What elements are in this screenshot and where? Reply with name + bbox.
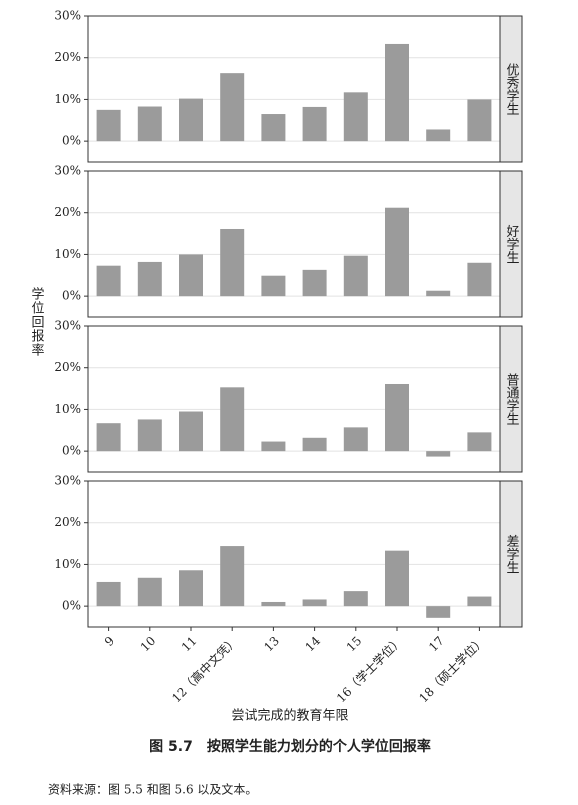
bar bbox=[426, 129, 451, 142]
bar bbox=[343, 427, 368, 452]
bar bbox=[343, 591, 368, 607]
bar bbox=[179, 570, 203, 607]
bar bbox=[302, 437, 327, 452]
bar bbox=[302, 599, 327, 607]
bar bbox=[96, 581, 121, 607]
facet-strip bbox=[499, 15, 523, 163]
bar bbox=[467, 596, 492, 607]
bar bbox=[385, 43, 409, 142]
bar bbox=[137, 106, 162, 142]
y-tick-label: 30% bbox=[54, 164, 81, 178]
y-tick-label: 0% bbox=[62, 289, 81, 303]
y-tick-label: 10% bbox=[54, 92, 81, 106]
bar bbox=[220, 73, 245, 142]
x-axis-label: 尝试完成的教育年限 bbox=[231, 708, 348, 724]
bar bbox=[220, 387, 245, 452]
bar bbox=[220, 228, 245, 297]
y-tick-label: 30% bbox=[54, 9, 81, 23]
x-tick-label: 14 bbox=[302, 633, 323, 654]
bar bbox=[385, 550, 409, 607]
bar bbox=[179, 98, 203, 142]
bar bbox=[467, 262, 492, 297]
bar bbox=[426, 606, 451, 618]
facet-strip bbox=[499, 170, 523, 318]
y-tick-label: 10% bbox=[54, 247, 81, 261]
y-tick-label: 20% bbox=[54, 360, 81, 374]
bar bbox=[426, 451, 451, 457]
bar bbox=[261, 601, 286, 607]
bar bbox=[343, 92, 368, 142]
y-tick-label: 20% bbox=[54, 515, 81, 529]
caption: 图 5.7 按照学生能力划分的个人学位回报率 bbox=[149, 738, 431, 755]
facet-label: 优秀学生 bbox=[504, 63, 520, 115]
bar bbox=[220, 546, 245, 607]
facet-strip bbox=[499, 480, 523, 628]
bar bbox=[261, 114, 286, 142]
bar bbox=[385, 207, 409, 297]
bar bbox=[302, 106, 327, 142]
y-tick-label: 0% bbox=[62, 444, 81, 458]
bar bbox=[467, 432, 492, 452]
facet-strip bbox=[499, 325, 523, 473]
bar bbox=[261, 441, 286, 452]
y-tick-label: 30% bbox=[54, 319, 81, 333]
bar bbox=[426, 290, 451, 297]
bar bbox=[96, 265, 121, 297]
facet-label: 好学生 bbox=[504, 225, 520, 264]
y-tick-label: 20% bbox=[54, 205, 81, 219]
bar bbox=[343, 255, 368, 297]
y-tick-label: 30% bbox=[54, 474, 81, 488]
bar bbox=[137, 419, 162, 452]
source: 资料来源：图 5.5 和图 5.6 以及文本。 bbox=[48, 782, 257, 797]
bar bbox=[467, 99, 492, 142]
bar bbox=[96, 109, 121, 142]
x-tick-label: 17 bbox=[426, 634, 447, 655]
x-tick-label: 13 bbox=[261, 634, 282, 655]
y-tick-label: 0% bbox=[62, 599, 81, 613]
facet-label: 普通学生 bbox=[504, 373, 520, 425]
x-tick-label: 15 bbox=[344, 634, 365, 655]
y-tick-label: 20% bbox=[54, 50, 81, 64]
y-tick-label: 10% bbox=[54, 557, 81, 571]
bar bbox=[137, 261, 162, 297]
bar bbox=[385, 383, 409, 452]
y-tick-label: 10% bbox=[54, 402, 81, 416]
bar bbox=[261, 275, 286, 297]
bar bbox=[302, 269, 327, 297]
bar bbox=[179, 254, 203, 297]
bar bbox=[179, 411, 203, 452]
facet-label: 差学生 bbox=[504, 535, 520, 574]
bar bbox=[96, 423, 121, 452]
y-axis-label: 学位回报率 bbox=[29, 286, 45, 357]
x-tick-label: 10 bbox=[138, 634, 159, 655]
x-tick-label: 11 bbox=[179, 634, 200, 655]
y-tick-label: 0% bbox=[62, 134, 81, 148]
x-tick-label: 9 bbox=[102, 634, 117, 649]
bar bbox=[137, 577, 162, 607]
